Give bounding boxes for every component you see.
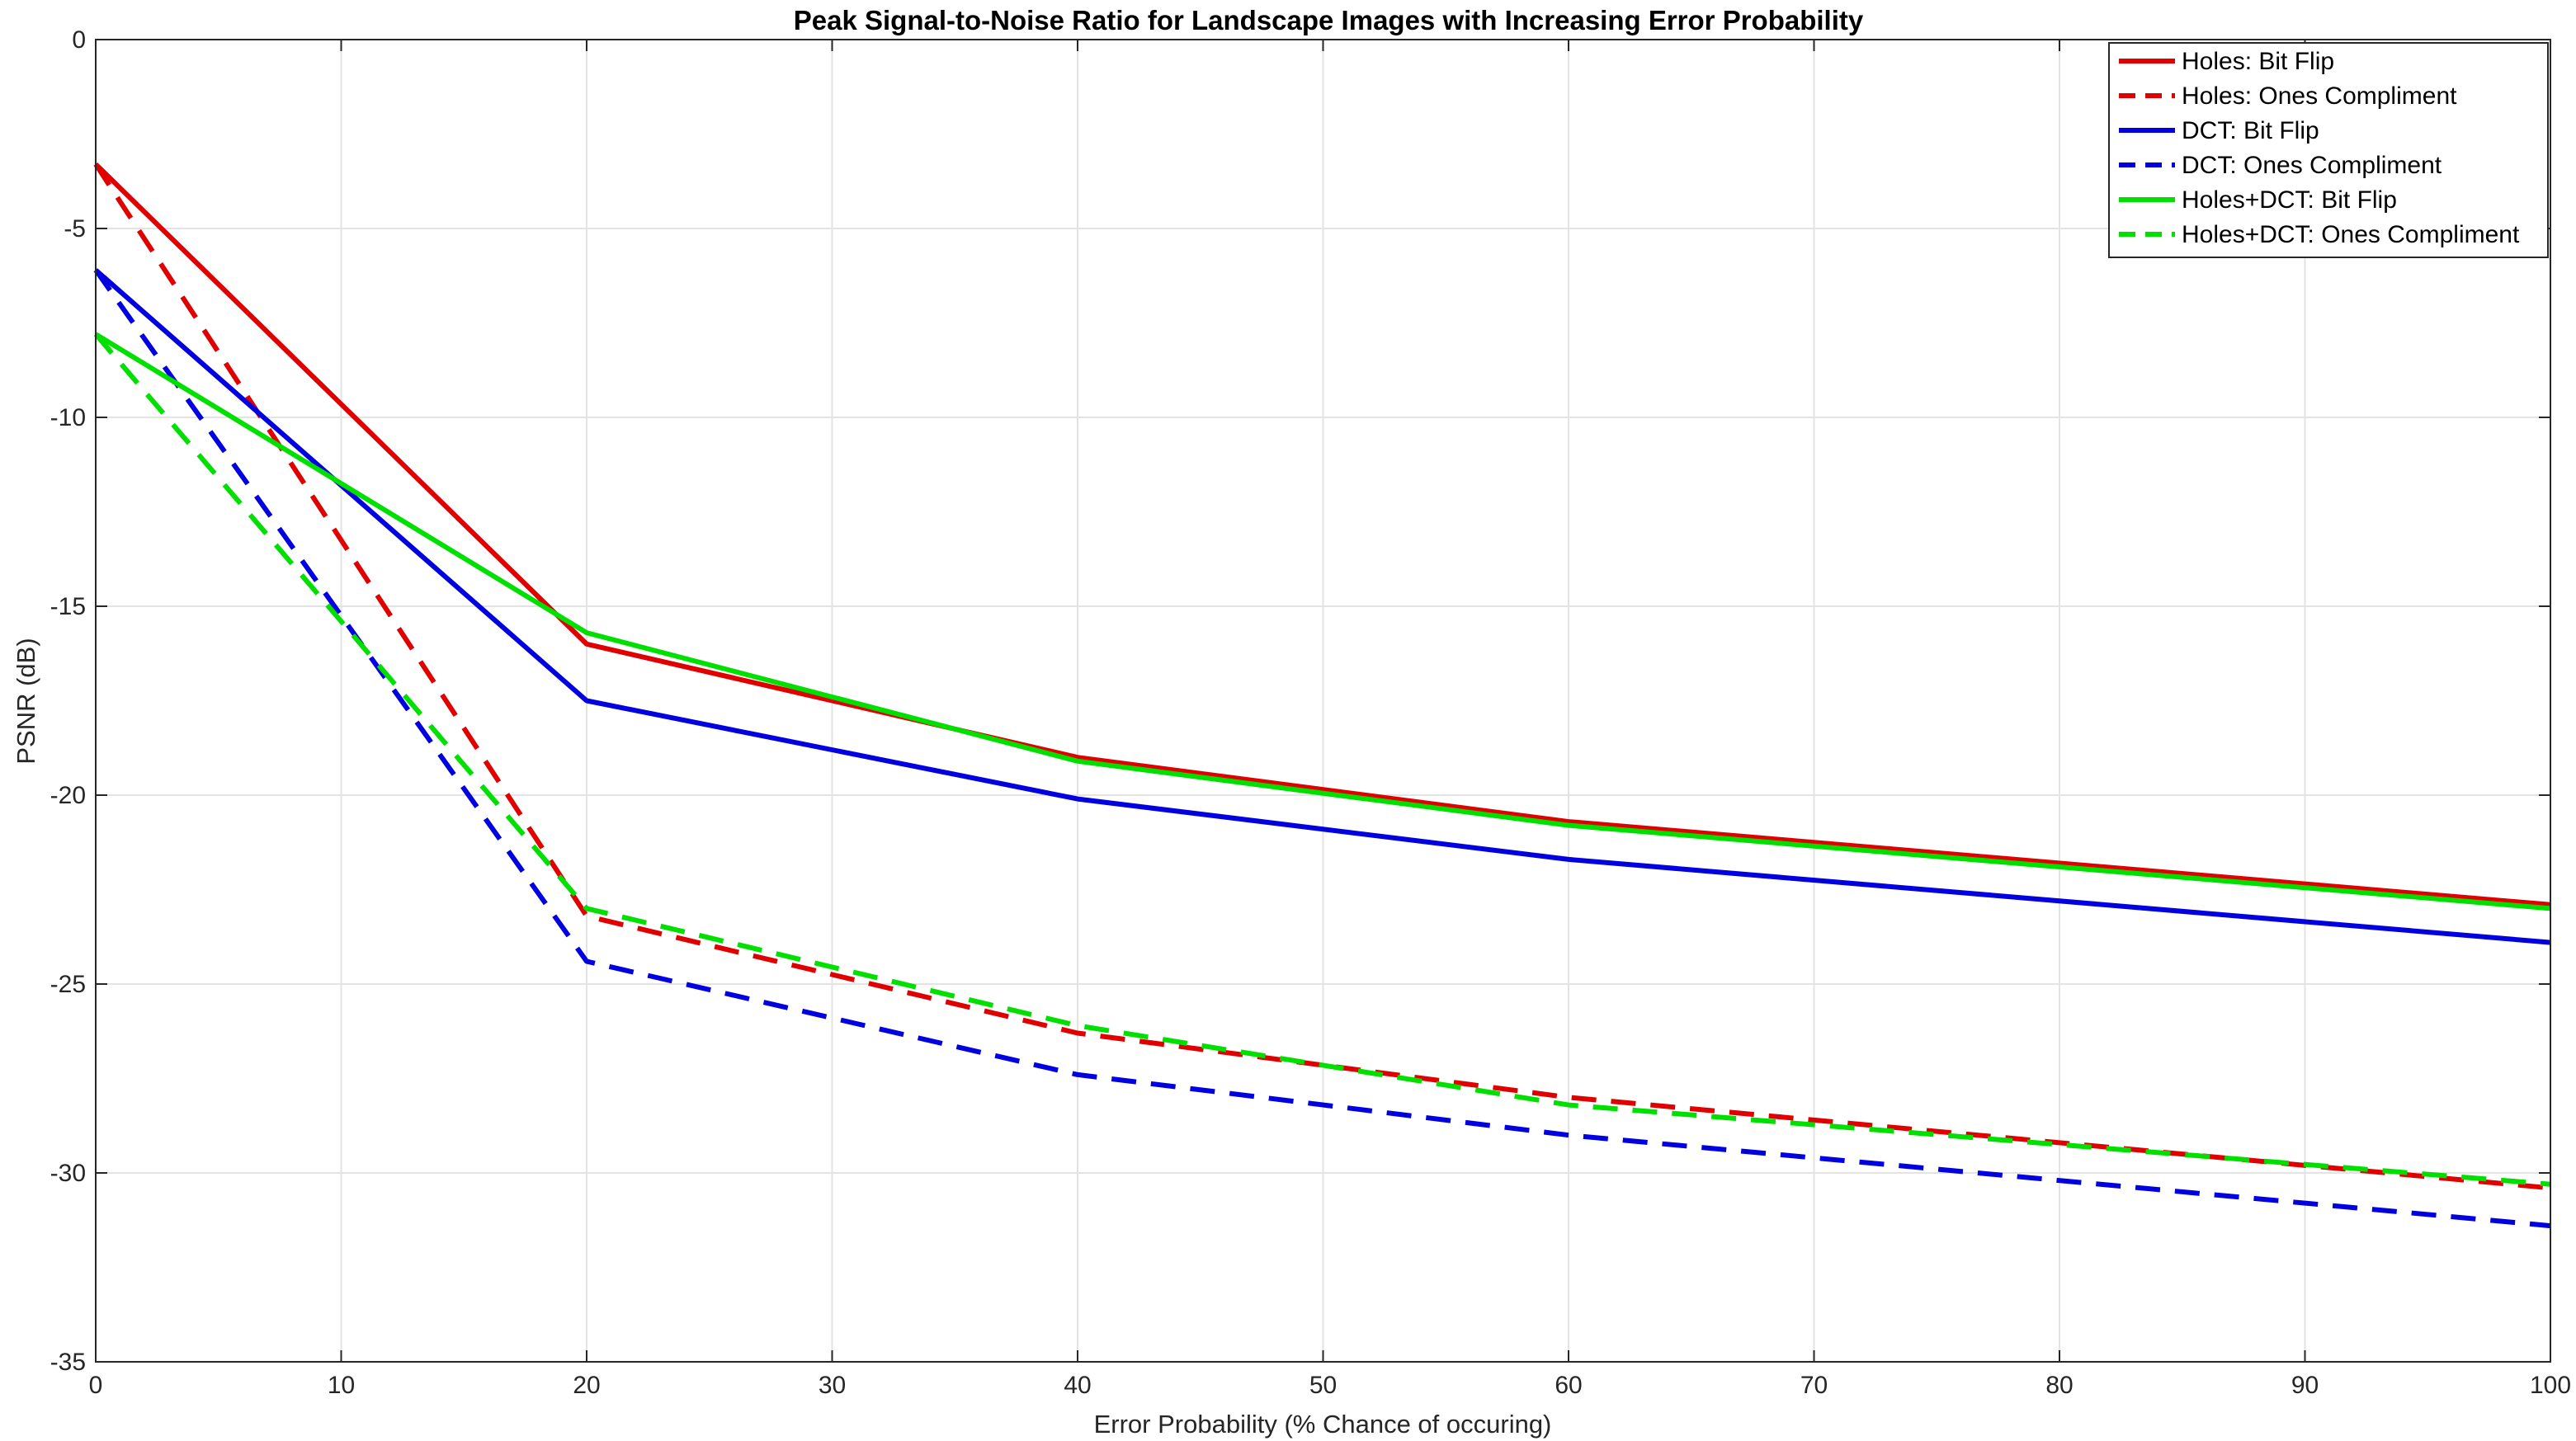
- y-tick-label: -35: [50, 1349, 86, 1376]
- y-tick-label: -30: [50, 1160, 86, 1187]
- x-tick-label: 20: [573, 1372, 600, 1399]
- legend-entry-label: DCT: Ones Compliment: [2182, 152, 2442, 179]
- y-tick-label: -10: [50, 404, 86, 431]
- x-tick-label: 10: [328, 1372, 355, 1399]
- x-tick-label: 100: [2530, 1372, 2571, 1399]
- series-line-3: [94, 268, 2551, 945]
- series-layer: [93, 162, 2551, 1229]
- legend-entry-label: Holes: Bit Flip: [2182, 48, 2334, 75]
- series-line-5: [94, 332, 2551, 911]
- x-tick-label: 0: [89, 1372, 103, 1399]
- legend-entry-label: Holes+DCT: Bit Flip: [2182, 186, 2397, 214]
- legend: Holes: Bit Flip Holes: Ones Compliment DCT…: [2108, 42, 2549, 258]
- y-tick-label: -5: [64, 215, 86, 243]
- tick-layer: 0 10 20 30 40 50 60 70 80 90 100 0 -5 -10 -15 -20 -25 -30…: [50, 26, 2571, 1399]
- x-tick-label: 70: [1800, 1372, 1828, 1399]
- x-tick-label: 80: [2045, 1372, 2073, 1399]
- legend-box: [2108, 42, 2549, 258]
- series-line-4: [93, 268, 2551, 1229]
- y-tick-label: -20: [50, 782, 86, 809]
- x-tick-label: 30: [819, 1372, 846, 1399]
- legend-entry-label: DCT: Bit Flip: [2182, 117, 2319, 144]
- x-tick-label: 40: [1064, 1372, 1091, 1399]
- legend-entry-label: Holes+DCT: Ones Compliment: [2182, 221, 2520, 248]
- y-axis-label: PSNR (dB): [12, 638, 40, 764]
- chart-title: Peak Signal-to-Noise Ratio for Landscape…: [794, 5, 1864, 35]
- series-line-2: [93, 162, 2551, 1191]
- x-tick-label: 50: [1309, 1372, 1337, 1399]
- x-tick-label: 60: [1555, 1372, 1582, 1399]
- y-tick-label: 0: [72, 26, 86, 54]
- y-tick-label: -25: [50, 971, 86, 998]
- series-line-1: [93, 162, 2551, 907]
- x-tick-label: 90: [2291, 1372, 2319, 1399]
- x-axis-label: Error Probability (% Chance of occuring): [1094, 1410, 1552, 1439]
- legend-entry-label: Holes: Ones Compliment: [2182, 82, 2457, 110]
- y-tick-label: -15: [50, 593, 86, 620]
